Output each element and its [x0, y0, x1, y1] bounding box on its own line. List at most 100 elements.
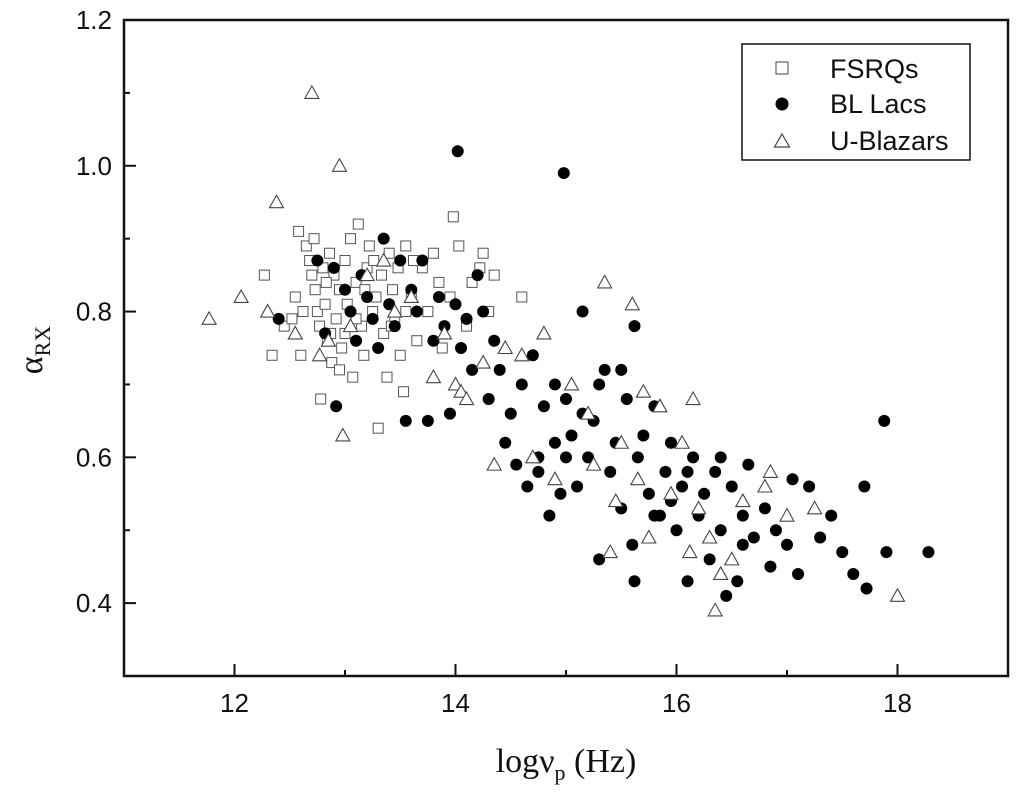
bl-lacs-point-48	[565, 429, 578, 442]
u-blazars-point-52	[436, 325, 453, 340]
x-tick-label-14: 14	[441, 688, 470, 718]
fsrqs-point-14	[315, 393, 327, 405]
bl-lacs-point-34	[493, 363, 506, 376]
bl-lacs-point-62	[637, 429, 650, 442]
fsrqs-point-48	[411, 335, 423, 347]
u-blazars-point-46	[889, 587, 906, 602]
bl-lacs-point-50	[576, 305, 589, 318]
bl-lacs-point-7	[350, 334, 363, 347]
u-blazars-point-7	[320, 332, 337, 347]
y-axis-title-sub: RX	[30, 326, 55, 357]
bl-lacs-point-88	[792, 567, 805, 580]
bl-lacs-point-14	[388, 320, 401, 333]
bl-lacs-point-74	[703, 553, 716, 566]
legend-item-fsrqs: FSRQs	[775, 54, 919, 84]
u-blazars-point-8	[331, 157, 348, 172]
u-blazars-point-49	[524, 449, 541, 464]
bl-lacs-point-83	[758, 502, 771, 515]
bl-lacs-point-11	[372, 342, 385, 354]
bl-lacs-point-110	[736, 538, 749, 551]
fsrqs-point-52	[433, 276, 445, 288]
fsrqs-point-21	[330, 313, 342, 325]
y-tick-label-0.4: 0.4	[76, 588, 112, 618]
u-blazars-point-40	[712, 565, 729, 581]
fsrqs-point-46	[400, 240, 412, 252]
fsrqs-point-16	[319, 298, 331, 310]
u-blazars-point-10	[342, 318, 359, 333]
bl-lacs-point-42	[537, 400, 550, 413]
legend-item-u-blazars: U-Blazars	[773, 126, 949, 156]
u-blazars-point-50	[580, 405, 597, 420]
bl-lacs-point-104	[648, 509, 661, 522]
u-blazars-point-53	[458, 390, 475, 406]
fsrqs-point-55	[447, 211, 459, 223]
bl-lacs-point-45	[554, 487, 567, 500]
fsrqs-point-45	[398, 386, 410, 398]
bl-lacs-point-96	[878, 414, 891, 427]
x-axis-title-unit: (Hz)	[574, 743, 636, 780]
bl-lacs-point-95	[860, 582, 873, 595]
bl-lacs-point-103	[560, 451, 572, 464]
bl-lacs-point-13	[383, 298, 396, 311]
bl-lacs-point-12	[377, 232, 390, 245]
u-blazars-point-30	[635, 383, 652, 398]
u-blazars-point-14	[403, 288, 420, 304]
x-tick-label-12: 12	[220, 688, 249, 718]
u-blazars-point-41	[723, 551, 740, 566]
bl-lacs-point-58	[620, 393, 633, 406]
fsrqs-point-19	[326, 357, 338, 369]
fsrqs-point-68	[368, 255, 380, 267]
u-blazars-point-43	[762, 463, 779, 478]
bl-lacs-point-91	[825, 509, 838, 522]
u-blazars-point-25	[585, 456, 602, 471]
u-blazars-point-28	[607, 492, 624, 508]
bl-lacs-point-19	[416, 254, 429, 267]
fsrqs-point-30	[356, 320, 368, 332]
fsrqs-point-72	[400, 306, 412, 318]
fsrqs-point-62	[488, 269, 500, 281]
bl-lacs-point-89	[803, 480, 816, 493]
u-blazars-point-34	[674, 434, 690, 449]
u-blazars-point-44	[779, 507, 795, 522]
u-blazars-point-20	[497, 339, 514, 355]
bl-lacs-point-81	[742, 458, 755, 471]
fsrqs-point-11	[309, 284, 321, 296]
bl-lacs-point-9	[361, 290, 374, 303]
x-axis-title: logνp (Hz)	[496, 743, 637, 785]
u-blazars-point-5	[303, 84, 320, 99]
u-blazars-point-6	[311, 347, 328, 362]
bl-lacs-point-94	[858, 480, 871, 493]
u-blazars-point-21	[513, 347, 530, 362]
bl-lacs-point-60	[628, 575, 641, 588]
fsrqs-point-63	[516, 291, 528, 303]
legend-label-fsrqs: FSRQs	[830, 54, 919, 84]
bl-lacs-point-24	[443, 407, 456, 420]
bl-lacs-point-32	[482, 393, 495, 406]
bl-lacs-point-43	[543, 509, 556, 522]
fsrqs-point-24	[339, 255, 351, 267]
y-axis-title-main: α	[13, 356, 50, 374]
u-blazars-point-9	[334, 427, 351, 442]
bl-lacs-point-33	[488, 334, 501, 347]
bl-lacs-point-30	[471, 269, 484, 282]
bl-lacs-point-93	[847, 567, 860, 580]
u-blazars-point-17	[453, 383, 469, 398]
bl-lacs-point-101	[593, 378, 606, 391]
u-blazars-point-33	[663, 485, 679, 500]
fsrqs-point-18	[324, 247, 336, 259]
fsrqs-point-36	[372, 422, 384, 434]
legend-marker-fsrqs	[775, 61, 789, 75]
bl-lacs-point-3	[327, 261, 340, 274]
u-blazars-point-48	[629, 471, 646, 486]
bl-lacs-point-92	[836, 546, 849, 559]
bl-lacs-point-16	[399, 414, 412, 427]
legend-item-bl-lacs: BL Lacs	[775, 89, 927, 119]
bl-lacs-point-73	[698, 487, 711, 500]
x-axis-title-main: logν	[496, 743, 555, 780]
y-axis: 0.4 0.6 0.8 1.0 1.2	[76, 5, 136, 677]
bl-lacs-point-85	[769, 524, 782, 537]
bl-lacs-point-80	[736, 509, 749, 522]
fsrqs-point-38	[378, 327, 390, 339]
bl-lacs-point-61	[631, 451, 644, 464]
fsrqs-point-6	[295, 349, 307, 361]
